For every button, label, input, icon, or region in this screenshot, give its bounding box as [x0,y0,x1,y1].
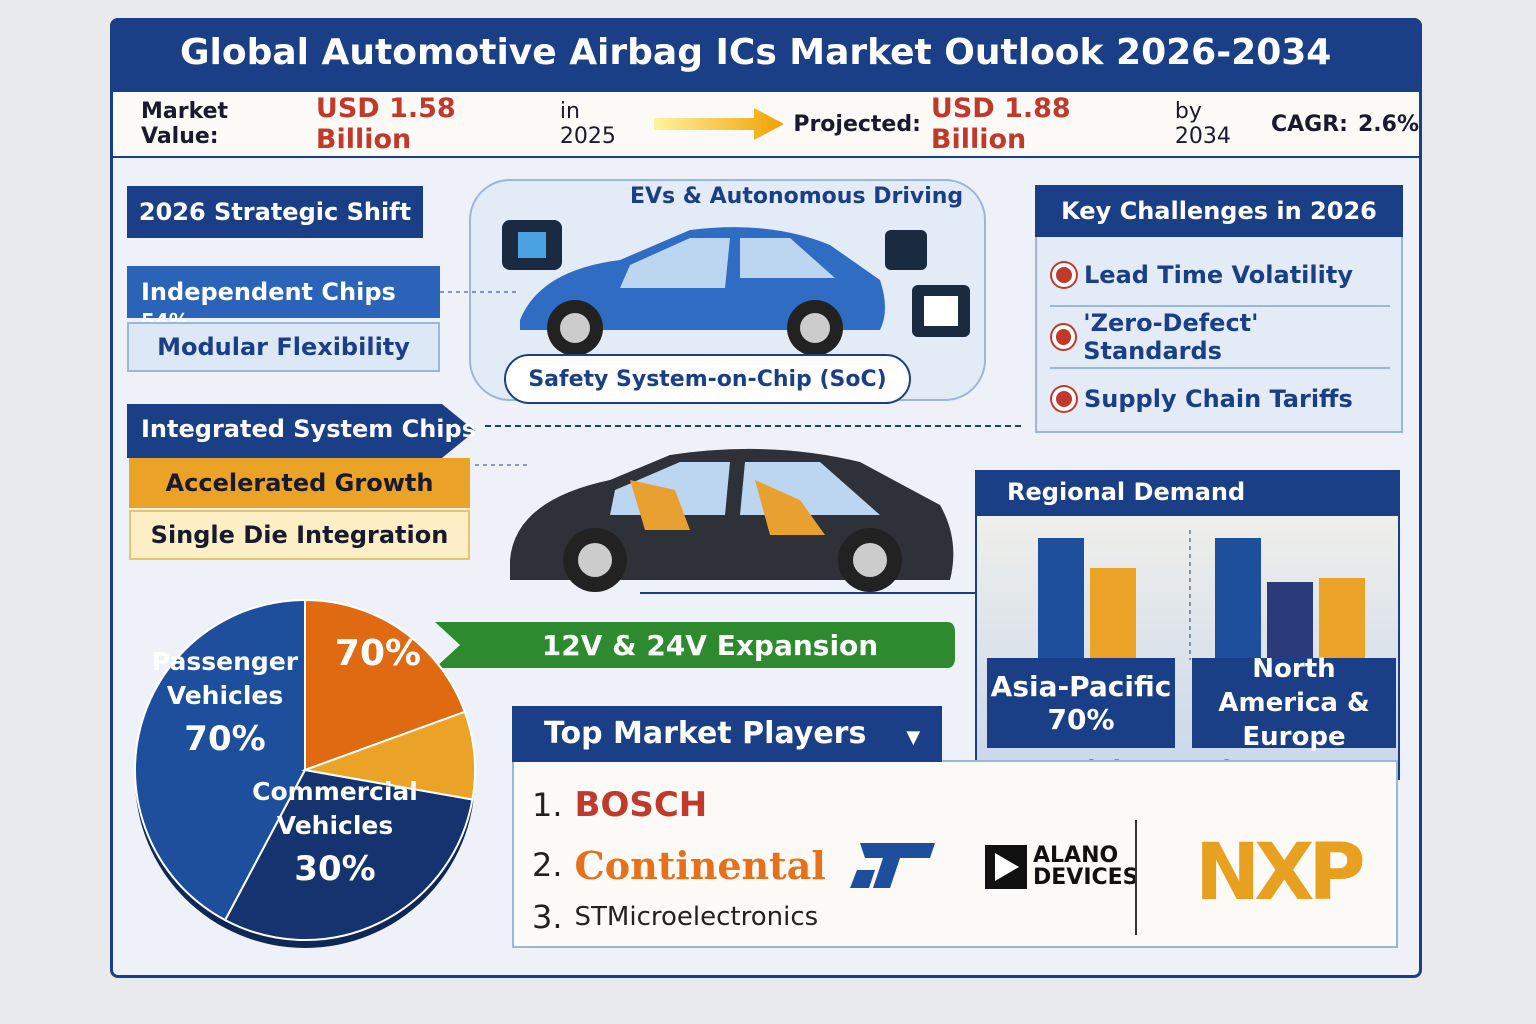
panel-title: Regional Demand [975,470,1400,516]
label: Projected: [793,111,921,137]
cagr: 2.6% [1357,111,1419,137]
challenge: 'Zero-Defect' Standards [1083,309,1259,365]
segment-name: Vehicles [167,681,284,710]
company: BOSCH [574,785,708,825]
company: Continental [574,842,826,888]
region-name: North America & Europe [1192,654,1396,752]
summary-bar: Market Value: USD 1.58 Billion in 2025 P… [113,92,1419,158]
list-item: Lead Time Volatility [1050,245,1390,307]
logo-text: ALANO DEVICES [1033,843,1139,890]
label: EVs & Autonomous Driving [630,184,964,209]
pie-label: 70% [335,633,421,674]
challenge: Supply Chain Tariffs [1084,385,1353,413]
pie-slice [223,768,474,941]
note: Modular Flexibility [127,322,440,372]
divider [1135,820,1137,935]
rank: 3. [532,898,563,936]
pie-label: Commercial Vehicles [252,777,418,840]
list-item: 'Zero-Defect' Standards [1050,307,1390,369]
label: CAGR: [1271,111,1348,137]
logo-mark [985,845,1027,889]
arrow-banner [127,404,475,458]
segment-name: Passenger [152,647,299,676]
highlight-wedge [304,598,467,772]
rank: 1. [532,786,563,824]
list: Lead Time Volatility 'Zero-Defect' Standa… [1050,245,1390,429]
region-name: Asia-Pacific [990,670,1172,703]
label: Safety System-on-Chip (SoC) [528,366,887,392]
value: USD 1.88 Billion [930,93,1071,155]
rank: 2. [532,846,563,884]
year: by 2034 [1174,99,1231,149]
green-banner-shape [435,622,955,668]
illustration [440,179,1025,594]
list-item: 2. Continental [532,835,826,895]
region-share: 70% [1047,703,1115,736]
green-banner: 12V & 24V Expansion [541,628,879,662]
pie-value: 70% [184,719,265,759]
year: in 2025 [559,99,616,149]
banner: Independent Chips 54% [127,266,440,333]
segment-name: Commercial [252,777,418,806]
pie-label: Passenger Vehicles [152,647,299,710]
list-item: 1. BOSCH [532,775,826,835]
title: Global Automotive Airbag ICs Market Outl… [110,18,1422,92]
highlight-wedge [301,710,476,801]
dropdown-icon[interactable]: ▼ [906,727,921,748]
list-item: 3. STMicroelectronics [532,895,826,939]
challenge: Lead Time Volatility [1084,261,1353,289]
bullet-icon [1056,267,1072,283]
pie-value: 30% [294,849,375,889]
arrow [654,108,784,140]
bullet-icon [1056,329,1072,345]
st-logo [850,843,935,888]
panel-title: Key Challenges in 2026 [1035,185,1403,237]
label: Market Value: [141,99,229,149]
logo-text: NXP [1195,828,1366,918]
label: Top Market Players [544,716,867,751]
company: STMicroelectronics [574,902,819,932]
list-item: Supply Chain Tariffs [1050,369,1390,429]
pie-chart: 70% Passenger Vehicles 70% Commercial Vehicle… [134,598,476,948]
note: Single Die Integration [129,510,470,560]
region: Asia-Pacific 70% [987,658,1175,748]
bars [1038,530,1365,660]
logo: ALANO DEVICES [985,843,1139,890]
bullet-icon [1056,391,1072,407]
label: Integrated System Chips [141,415,476,443]
list: 1. BOSCH 2. Continental 3. STMicroelectronics [532,775,826,939]
panel [512,760,1398,948]
panel-title: Top Market Players ▼ [512,706,942,762]
section-title: 2026 Strategic Shift [127,186,423,238]
growth: Accelerated Growth [129,458,470,508]
value: USD 1.58 Billion [315,93,456,155]
label: Independent Chips [141,278,396,306]
segment-name: Vehicles [277,811,394,840]
